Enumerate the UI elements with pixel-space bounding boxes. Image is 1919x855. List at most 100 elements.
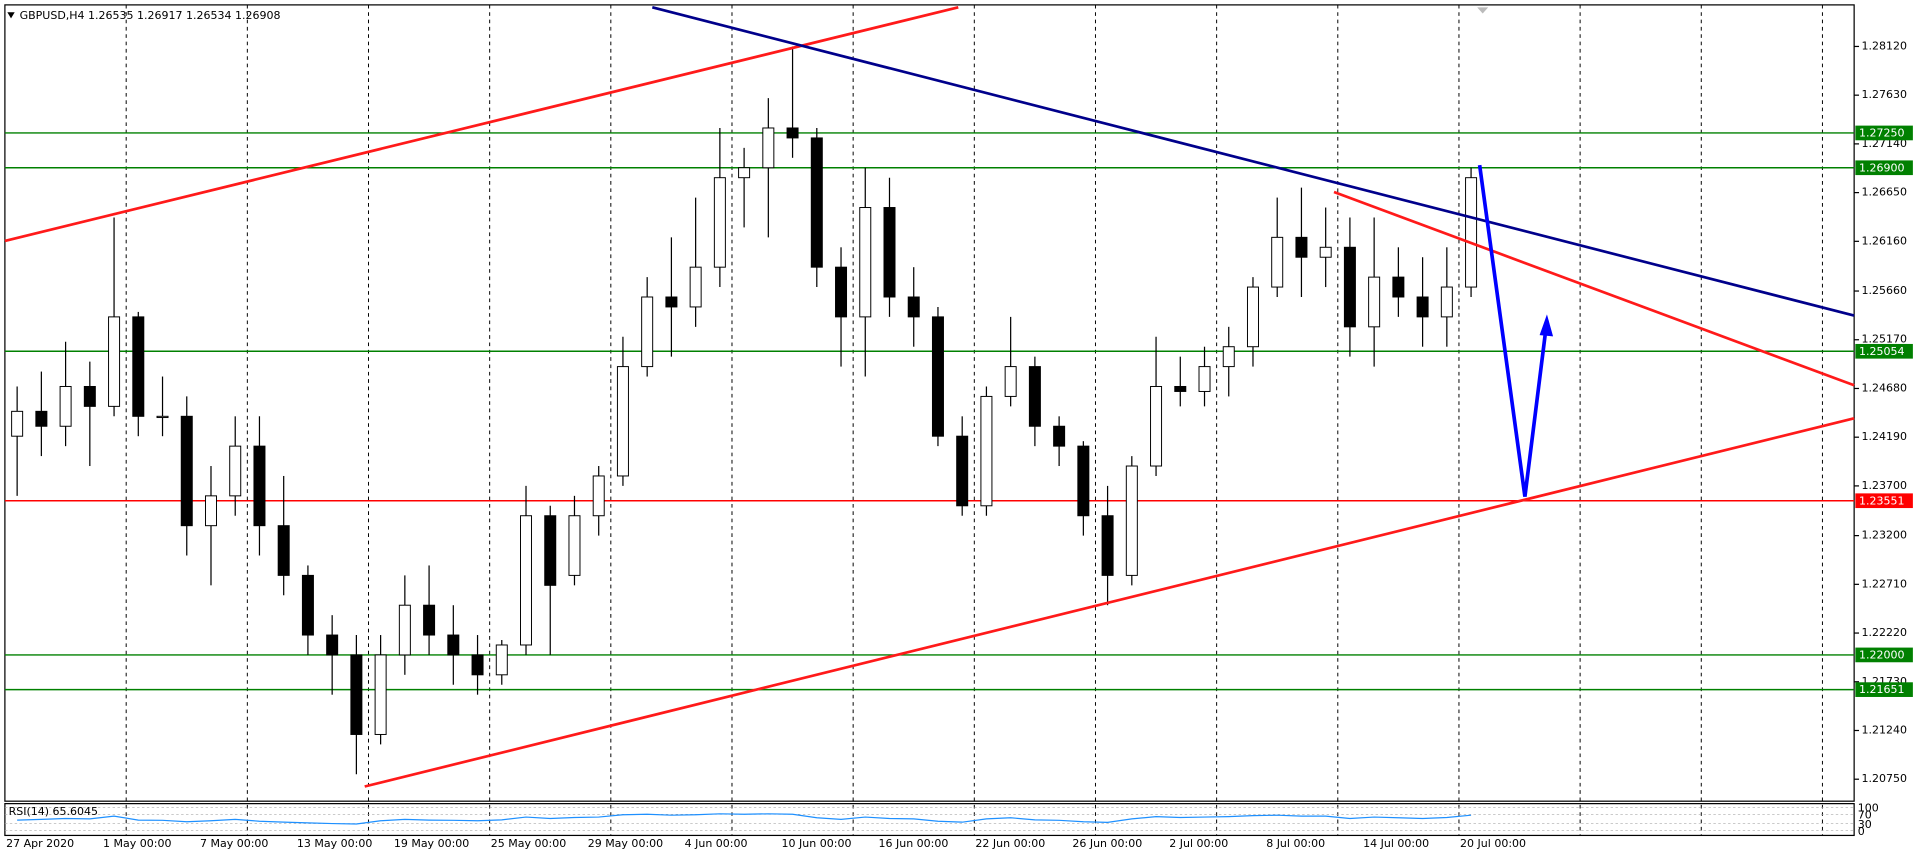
rsi-tick-label: 0 (1858, 825, 1865, 838)
candle-body (1319, 246, 1332, 258)
candle-body (1174, 385, 1187, 392)
x-tick-label: 27 Apr 2020 (6, 837, 74, 850)
x-tick-label: 22 Jun 00:00 (975, 837, 1045, 850)
x-tick-label: 13 May 00:00 (297, 837, 372, 850)
candle-body (1053, 425, 1066, 447)
candle-body (59, 385, 72, 427)
candle-body (447, 634, 460, 656)
trend-lines (4, 6, 1855, 788)
candle-body (520, 515, 533, 646)
candle-body (1465, 177, 1478, 288)
level-label: 1.26900 (1859, 161, 1905, 174)
candle-body (83, 385, 96, 407)
forecast-arrow (1477, 164, 1549, 497)
candle-body (326, 634, 339, 656)
x-tick-label: 29 May 00:00 (588, 837, 663, 850)
candle-body (108, 316, 121, 407)
y-tick-label: 1.22710 (1861, 577, 1907, 590)
x-tick-label: 4 Jun 00:00 (685, 837, 748, 850)
candle-body (35, 410, 48, 427)
candle-body (544, 515, 557, 586)
y-tick-label: 1.28120 (1861, 39, 1907, 52)
y-tick-label: 1.21240 (1861, 723, 1907, 736)
candle-body (762, 127, 775, 169)
x-tick-label: 10 Jun 00:00 (782, 837, 852, 850)
x-tick-label: 7 May 00:00 (200, 837, 268, 850)
y-tick-label: 1.24190 (1861, 430, 1907, 443)
candle-body (883, 207, 896, 298)
candle-body (616, 366, 629, 477)
candle-body (1077, 445, 1090, 517)
candle-body (907, 296, 920, 318)
level-label-box (1855, 343, 1913, 359)
candle-body (1125, 465, 1138, 576)
x-tick-label: 20 Jul 00:00 (1460, 837, 1526, 850)
candle-body (665, 296, 678, 308)
rsi-tick-label: 100 (1858, 802, 1879, 815)
y-tick-label: 1.23200 (1861, 529, 1907, 542)
candle-body (786, 127, 799, 139)
x-tick-label: 14 Jul 00:00 (1363, 837, 1429, 850)
candle-body (1440, 286, 1453, 318)
rsi-label: RSI(14) 65.6045 (9, 805, 98, 818)
shift-marker (1477, 7, 1489, 14)
candle-body (1368, 276, 1381, 328)
y-tick-label: 1.22220 (1861, 626, 1907, 639)
header: GBPUSD,H4 1.26535 1.26917 1.26534 1.2690… (20, 9, 281, 22)
candle-body (1198, 366, 1211, 392)
y-tick-label: 1.24680 (1861, 381, 1907, 394)
candle-body (156, 415, 169, 419)
candle-body (471, 654, 484, 676)
menu-icon (7, 12, 15, 19)
candle-body (1343, 246, 1356, 328)
candle-body (398, 604, 411, 656)
candle-body (689, 266, 702, 308)
candle-body (1101, 515, 1114, 576)
candle-body (229, 445, 242, 497)
candle-body (738, 167, 751, 179)
rsi-tick-label: 70 (1858, 808, 1872, 821)
candle-body (1271, 236, 1284, 288)
candle-body (641, 296, 654, 368)
candles (11, 46, 1478, 775)
candle-body (1416, 296, 1429, 318)
y-tick-label: 1.26650 (1861, 186, 1907, 199)
level-label: 1.27250 (1859, 127, 1905, 140)
candle-body (1028, 366, 1041, 427)
candle-body (931, 316, 944, 437)
level-label-box (1855, 493, 1913, 509)
candle-body (180, 415, 193, 527)
y-tick-label: 1.25660 (1861, 284, 1907, 297)
candle-body (956, 435, 969, 507)
x-tick-label: 8 Jul 00:00 (1266, 837, 1325, 850)
trend-line (1333, 190, 1855, 387)
candle-body (1295, 236, 1308, 258)
candle-body (713, 177, 726, 268)
level-label: 1.21651 (1859, 683, 1905, 696)
candle-body (835, 266, 848, 318)
channel-line (364, 417, 1855, 788)
level-label: 1.25054 (1859, 345, 1905, 358)
x-tick-label: 16 Jun 00:00 (878, 837, 948, 850)
main-panel (4, 4, 1855, 802)
candle-body (204, 495, 217, 527)
level-label-box (1855, 682, 1913, 697)
x-tick-label: 2 Jul 00:00 (1169, 837, 1228, 850)
level-label-box (1855, 125, 1913, 141)
candle-body (1222, 346, 1235, 368)
candle-body (374, 654, 387, 735)
candle-body (592, 475, 605, 517)
candle-body (1246, 286, 1259, 348)
candle-body (350, 654, 363, 735)
rsi-tick-label: 30 (1858, 818, 1872, 831)
y-tick-label: 1.23700 (1861, 479, 1907, 492)
trend-line (651, 6, 1855, 317)
candle-body (859, 207, 872, 318)
candle-body (277, 525, 290, 576)
level-label: 1.23551 (1859, 494, 1905, 507)
level-label-box (1855, 160, 1913, 176)
rsi-panel (4, 803, 1855, 837)
x-tick-label: 19 May 00:00 (394, 837, 469, 850)
candle-body (11, 410, 24, 437)
